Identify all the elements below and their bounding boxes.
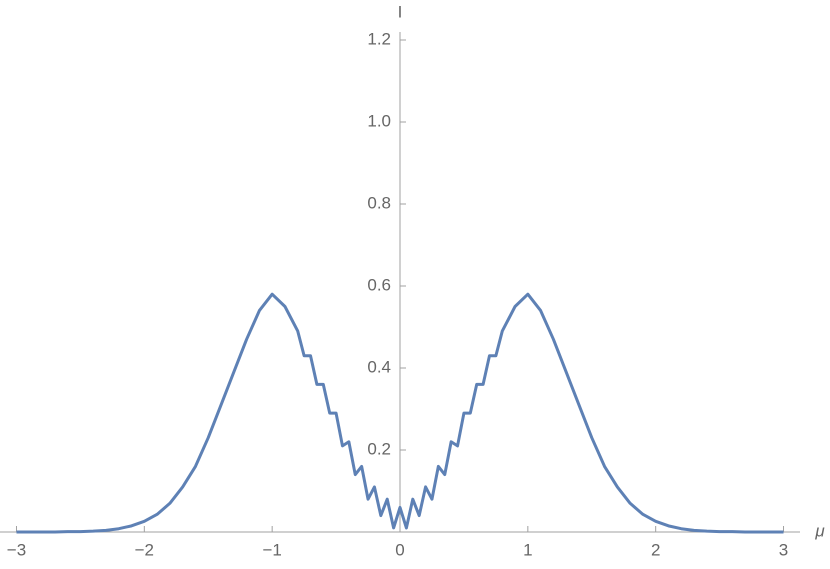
x-tick-label: 3 bbox=[779, 540, 788, 559]
y-tick-label: 1.0 bbox=[367, 111, 391, 130]
x-tick-label: −1 bbox=[262, 540, 281, 559]
x-tick-label: 0 bbox=[395, 540, 404, 559]
x-tick-label: 2 bbox=[651, 540, 660, 559]
y-axis-label: I bbox=[398, 2, 403, 21]
x-tick-label: 1 bbox=[523, 540, 532, 559]
x-axis-label: μ bbox=[814, 521, 825, 540]
y-tick-label: 1.2 bbox=[367, 29, 391, 48]
y-tick-label: 0.2 bbox=[367, 439, 391, 458]
x-tick-label: −3 bbox=[7, 540, 26, 559]
data-line bbox=[16, 292, 784, 534]
x-tick-label: −2 bbox=[135, 540, 154, 559]
y-tick-label: 0.6 bbox=[367, 275, 391, 294]
y-tick-label: 0.4 bbox=[367, 357, 391, 376]
y-tick-label: 0.8 bbox=[367, 193, 391, 212]
